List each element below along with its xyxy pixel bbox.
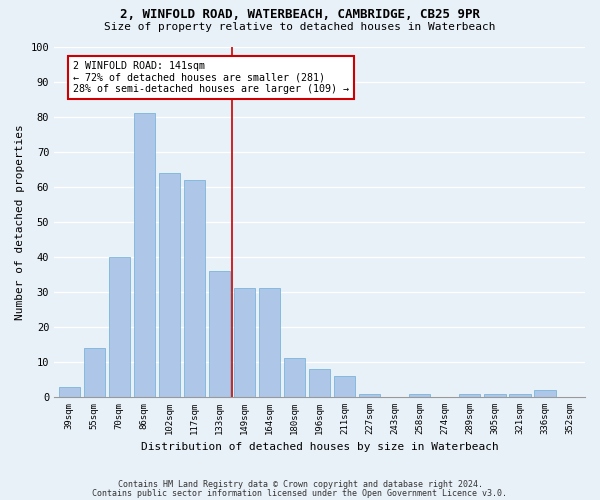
Bar [409, 394, 430, 397]
Bar [83, 348, 105, 397]
Bar [484, 394, 506, 397]
Bar [509, 394, 530, 397]
Bar [234, 288, 255, 397]
Bar [334, 376, 355, 397]
Bar [359, 394, 380, 397]
Bar [284, 358, 305, 397]
Bar [534, 390, 556, 397]
Bar [259, 288, 280, 397]
Y-axis label: Number of detached properties: Number of detached properties [15, 124, 25, 320]
Bar [209, 271, 230, 397]
Bar [134, 113, 155, 397]
Bar [184, 180, 205, 397]
Text: Contains HM Land Registry data © Crown copyright and database right 2024.: Contains HM Land Registry data © Crown c… [118, 480, 482, 489]
Text: 2, WINFOLD ROAD, WATERBEACH, CAMBRIDGE, CB25 9PR: 2, WINFOLD ROAD, WATERBEACH, CAMBRIDGE, … [120, 8, 480, 20]
Bar [159, 172, 180, 397]
Bar [109, 257, 130, 397]
Bar [59, 386, 80, 397]
Bar [459, 394, 481, 397]
X-axis label: Distribution of detached houses by size in Waterbeach: Distribution of detached houses by size … [141, 442, 499, 452]
Text: 2 WINFOLD ROAD: 141sqm
← 72% of detached houses are smaller (281)
28% of semi-de: 2 WINFOLD ROAD: 141sqm ← 72% of detached… [73, 60, 349, 94]
Text: Contains public sector information licensed under the Open Government Licence v3: Contains public sector information licen… [92, 490, 508, 498]
Text: Size of property relative to detached houses in Waterbeach: Size of property relative to detached ho… [104, 22, 496, 32]
Bar [309, 369, 330, 397]
